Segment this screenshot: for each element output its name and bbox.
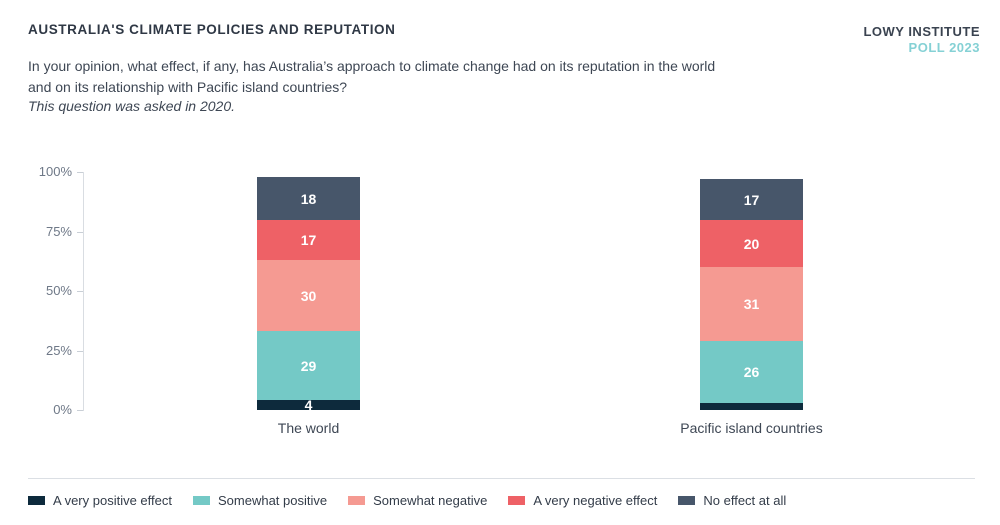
legend-item: Somewhat negative: [348, 493, 487, 508]
bar-segment-value: 17: [743, 191, 760, 208]
bar-segment-value: 18: [300, 190, 317, 207]
chart-legend: A very positive effect Somewhat positive S…: [28, 493, 786, 508]
bar-segment: 17: [700, 179, 803, 220]
bar-segment: 30: [257, 260, 360, 331]
bar-segment: 31: [700, 267, 803, 341]
bar-segment: [700, 403, 803, 410]
legend-swatch-icon: [678, 496, 696, 505]
y-axis-tick-label: 100%: [38, 164, 72, 179]
bar-segment: 4: [257, 397, 360, 413]
y-axis-tick-label: 50%: [45, 283, 72, 298]
y-axis-line: [83, 172, 84, 411]
legend-swatch-icon: [348, 496, 366, 505]
bar-segment-value: 20: [743, 235, 760, 252]
y-axis-tick-label: 25%: [45, 343, 72, 358]
legend-label: A very negative effect: [533, 493, 658, 508]
legend-item: No effect at all: [678, 493, 786, 508]
legend-item: A very negative effect: [508, 493, 657, 508]
lowy-institute-logo: LOWY INSTITUTE POLL 2023: [863, 24, 980, 56]
legend-label: No effect at all: [703, 493, 787, 508]
bar-segment: 26: [700, 341, 803, 403]
y-axis-tick: [77, 172, 83, 173]
survey-question-note: This question was asked in 2020.: [28, 98, 236, 114]
page-title: AUSTRALIA'S CLIMATE POLICIES AND REPUTAT…: [28, 22, 396, 37]
y-axis-tick-label: 75%: [45, 224, 72, 239]
bar-segment: 20: [700, 220, 803, 267]
legend-swatch-icon: [508, 496, 526, 505]
survey-question-line1: In your opinion, what effect, if any, ha…: [28, 58, 716, 74]
brand-name: LOWY INSTITUTE: [863, 24, 980, 39]
category-label: The world: [277, 420, 340, 436]
bar-segment: 18: [257, 177, 360, 220]
legend-swatch-icon: [28, 496, 45, 505]
y-axis-tick: [77, 291, 83, 292]
bar-segment-value: 30: [300, 287, 317, 304]
legend-item: A very positive effect: [28, 493, 172, 508]
bar-segment-value: 17: [300, 232, 317, 248]
y-axis-tick-label: 0%: [53, 402, 72, 417]
legend-label: Somewhat positive: [218, 493, 328, 508]
bar-segment-value: 31: [743, 296, 760, 312]
bar-segment-value: 4: [304, 397, 313, 413]
legend-label: Somewhat negative: [373, 493, 488, 508]
legend-divider: [28, 478, 975, 479]
legend-item: Somewhat positive: [193, 493, 327, 508]
legend-swatch-icon: [193, 496, 210, 505]
y-axis-tick: [77, 232, 83, 233]
survey-question-line2: and on its relationship with Pacific isl…: [28, 79, 348, 95]
category-label: Pacific island countries: [680, 420, 823, 436]
bar-segment-value: 26: [743, 364, 760, 380]
y-axis-tick: [77, 410, 83, 411]
bar-segment: 17: [257, 220, 360, 260]
bar-segment-value: 29: [300, 357, 317, 374]
legend-label: A very positive effect: [53, 493, 172, 508]
bar-segment: 29: [257, 331, 360, 400]
y-axis-tick: [77, 351, 83, 352]
survey-question: In your opinion, what effect, if any, ha…: [28, 56, 788, 98]
brand-poll-year: POLL 2023: [908, 40, 980, 55]
